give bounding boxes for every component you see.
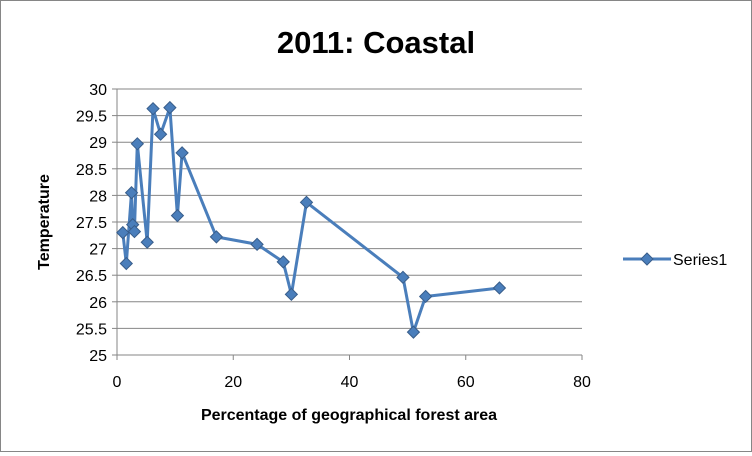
axes: 25 25.5 26 26.5 27 27.5 28 28.5 29 29.5 30 0 20 40 60 8… bbox=[76, 82, 591, 391]
y-tick-label: 29 bbox=[89, 135, 107, 152]
data-point bbox=[175, 146, 189, 160]
legend-series-marker bbox=[640, 252, 654, 266]
data-point bbox=[250, 237, 264, 252]
x-tick-label: 20 bbox=[224, 374, 242, 391]
data-point bbox=[276, 255, 290, 269]
x-tick-label: 0 bbox=[113, 374, 122, 391]
legend-series-label: Series1 bbox=[673, 252, 727, 269]
data-point bbox=[124, 186, 139, 200]
data-point bbox=[170, 208, 185, 223]
data-point bbox=[406, 325, 421, 339]
y-tick-label: 26.5 bbox=[76, 268, 107, 285]
data-point bbox=[140, 235, 154, 249]
series-layer bbox=[116, 100, 507, 339]
x-tick-label: 60 bbox=[457, 374, 475, 391]
data-point bbox=[209, 230, 224, 244]
data-point bbox=[130, 137, 145, 151]
x-tick-label: 80 bbox=[573, 374, 591, 391]
y-tick-label: 29.5 bbox=[76, 109, 107, 126]
gridlines bbox=[117, 88, 582, 329]
data-point bbox=[146, 101, 160, 116]
x-tick-label: 40 bbox=[341, 374, 359, 391]
data-point bbox=[116, 225, 130, 240]
y-tick-label: 27 bbox=[89, 242, 107, 259]
y-tick-label: 25.5 bbox=[76, 321, 107, 338]
data-point bbox=[418, 289, 433, 304]
y-tick-label: 30 bbox=[89, 82, 107, 99]
chart-title: 2011: Coastal bbox=[277, 25, 475, 60]
y-tick-label: 27.5 bbox=[76, 215, 107, 232]
y-tick-label: 28 bbox=[89, 188, 107, 205]
data-point bbox=[396, 270, 410, 285]
y-axis-title: Temperature bbox=[36, 174, 53, 270]
data-point bbox=[163, 100, 177, 115]
data-point bbox=[492, 281, 507, 295]
data-point bbox=[127, 224, 142, 239]
x-axis-title: Percentage of geographical forest area bbox=[201, 407, 497, 424]
data-point bbox=[284, 287, 299, 302]
y-tick-label: 28.5 bbox=[76, 162, 107, 179]
data-point bbox=[119, 256, 134, 271]
data-point bbox=[153, 127, 168, 141]
y-tick-label: 26 bbox=[89, 295, 107, 312]
legend: Series1 bbox=[623, 252, 727, 269]
y-tick-label: 25 bbox=[89, 348, 107, 365]
data-point bbox=[299, 195, 314, 210]
